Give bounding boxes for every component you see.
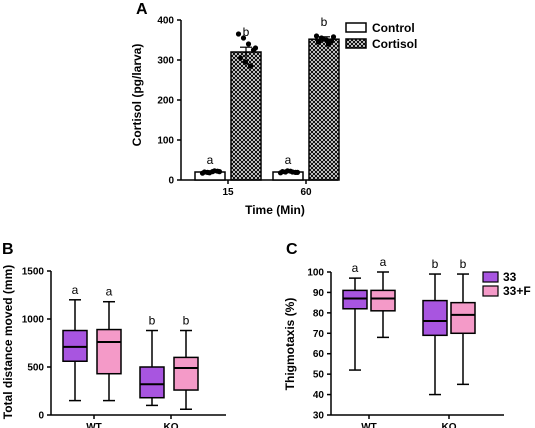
panel-a-significance-letter: b [321, 15, 328, 29]
panel-a-data-point [247, 63, 254, 69]
panel-b-ytick-label: 1000 [22, 315, 45, 326]
panel-c-legend-swatch [482, 271, 499, 283]
panel-b-significance-letter: b [183, 314, 190, 328]
panel-a-bar-cortisol [230, 51, 262, 181]
panel-b-box [173, 356, 199, 391]
panel-c-legend-swatch [482, 285, 499, 297]
panel-a-legend-label: Cortisol [372, 37, 417, 51]
panel-a-data-point [237, 55, 244, 61]
panel-a-ylabel: Cortisol (pg/larva) [130, 44, 144, 147]
panel-a-xlabel: Time (Min) [245, 203, 305, 217]
panel-c-ytick-label: 70 [313, 329, 325, 340]
panel-c-significance-letter: a [352, 261, 359, 275]
panel-c-ytick-label: 60 [313, 349, 325, 360]
panel-letter-c: C [286, 241, 298, 258]
panel-c-xtick-label: WT [361, 422, 377, 428]
panel-a-data-point [201, 169, 208, 175]
panel-c-ytick-label: 80 [313, 308, 325, 319]
panel-a-ytick-label: 300 [157, 56, 174, 67]
panel-c-legend-label: 33 [503, 270, 517, 284]
panel-c-significance-letter: b [460, 257, 467, 271]
panel-a-xtick-label: 15 [222, 187, 234, 198]
panel-c-significance-letter: a [380, 255, 387, 269]
panel-c-ytick-label: 50 [313, 370, 325, 381]
panel-b-ylabel: Total distance moved (mm) [1, 265, 15, 419]
panel-b-box [139, 366, 165, 399]
panel-a-data-point [245, 41, 252, 47]
panel-c-box [450, 301, 476, 335]
panel-c-ytick-label: 100 [307, 268, 324, 279]
panel-a-data-point [206, 170, 213, 176]
panel-c-legend-label: 33+F [503, 284, 531, 298]
panel-a-legend-label: Control [372, 21, 415, 35]
panel-a-data-point [325, 41, 332, 47]
panel-b-xtick-label: WT [86, 422, 102, 428]
panel-c-ytick-label: 30 [313, 411, 325, 422]
panel-a-data-point [289, 169, 296, 175]
panel-a-ytick-label: 100 [157, 136, 174, 147]
panel-a-ytick-label: 400 [157, 16, 174, 27]
panel-a-significance-letter: b [243, 25, 250, 39]
panel-a-data-point [242, 59, 249, 65]
panel-a-bar-cortisol [308, 38, 340, 181]
panel-a-data-point [240, 35, 247, 41]
panel-a-legend-swatch [345, 22, 367, 33]
panel-b-significance-letter: a [106, 285, 113, 299]
panel-a-legend-swatch [345, 38, 367, 49]
panel-b-significance-letter: b [149, 314, 156, 328]
panel-letter-a: A [136, 1, 148, 18]
panel-a-data-point [330, 34, 337, 40]
panel-c-ytick-label: 90 [313, 288, 325, 299]
panel-a-data-point [252, 45, 259, 51]
panel-c-ytick-label: 40 [313, 390, 325, 401]
panel-c-box [342, 289, 368, 310]
panel-b-ytick-label: 500 [27, 363, 44, 374]
panel-b-significance-letter: a [72, 283, 79, 297]
panel-c-significance-letter: b [432, 257, 439, 271]
panel-c-ylabel: Thigmotaxis (%) [283, 298, 297, 391]
panel-b-ytick-label: 1500 [22, 267, 45, 278]
panel-b-xtick-label: KO [164, 422, 179, 428]
panel-a-data-point [315, 39, 322, 45]
panel-a-data-point [279, 169, 286, 175]
panel-a-data-point [294, 169, 301, 175]
panel-a-significance-letter: a [285, 153, 292, 167]
panel-a-data-point [284, 168, 291, 174]
panel-a-xtick-label: 60 [300, 187, 312, 198]
panel-a-ytick-label: 200 [157, 96, 174, 107]
panel-a-data-point [313, 33, 320, 39]
panel-c-box [370, 289, 396, 312]
panel-a-data-point [211, 168, 218, 174]
panel-b-box [96, 328, 122, 375]
panel-c-box [422, 299, 448, 337]
panel-a-data-point [216, 169, 223, 175]
panel-letter-b: B [2, 241, 14, 258]
panel-a-data-point [320, 36, 327, 42]
panel-a-significance-letter: a [207, 153, 214, 167]
panel-c-xtick-label: KO [442, 422, 457, 428]
panel-a-data-point [235, 31, 242, 37]
panel-a-ytick-label: 0 [168, 176, 174, 187]
panel-b-ytick-label: 0 [38, 411, 44, 422]
